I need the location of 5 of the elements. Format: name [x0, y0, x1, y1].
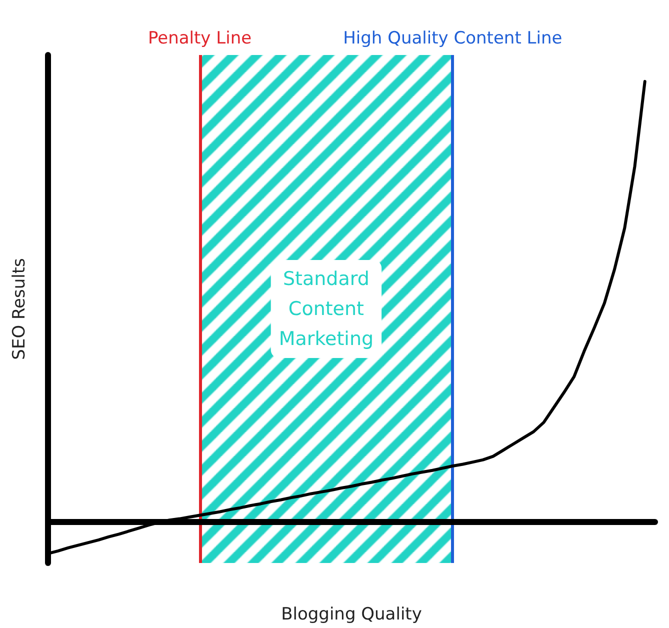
text: Penalty Line — [148, 28, 252, 48]
y-axis-title: SEO Results — [10, 258, 30, 360]
x-axis-title: Blogging Quality — [281, 604, 422, 624]
annotation: Standard Content Marketing — [278, 268, 374, 350]
text: High Quality Content Line — [343, 28, 562, 48]
